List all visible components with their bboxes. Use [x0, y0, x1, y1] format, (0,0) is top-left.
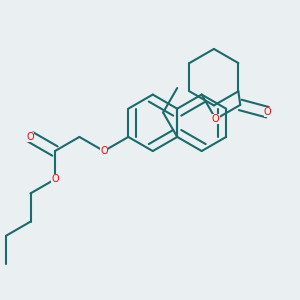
Text: O: O: [51, 174, 59, 184]
Text: O: O: [100, 146, 108, 156]
Text: O: O: [264, 107, 271, 117]
Text: O: O: [212, 114, 220, 124]
Text: O: O: [27, 132, 34, 142]
